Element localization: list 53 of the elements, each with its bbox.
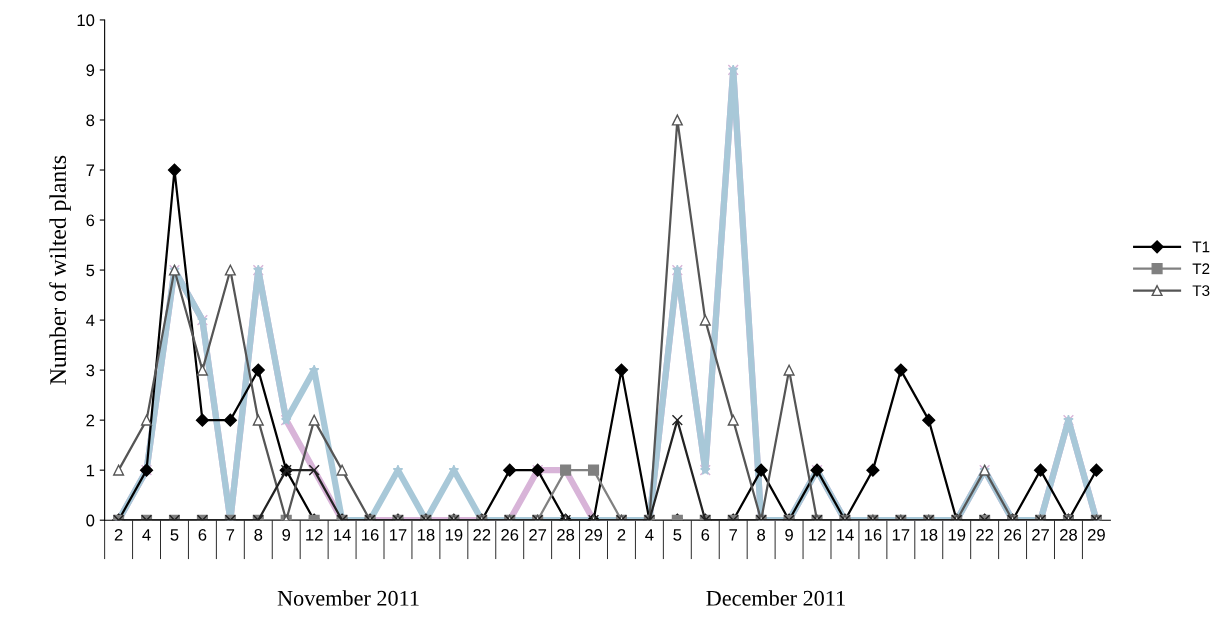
y-tick-label: 8: [86, 114, 95, 127]
x-tick-label: 4: [142, 529, 151, 541]
text: December 2011: [706, 590, 845, 606]
x-tick-label: 4: [645, 529, 654, 541]
x-tick-label: 6: [701, 528, 710, 541]
y-tick-label: 10: [77, 14, 95, 27]
x-tick-label: 8: [757, 528, 766, 541]
y-tick-label: 4: [86, 314, 95, 327]
x-tick-label: 7: [226, 529, 235, 541]
x-tick-label: 16: [362, 528, 379, 541]
x-tick-label: 17: [389, 529, 407, 541]
x-tick-label: 14: [334, 529, 351, 541]
x-tick-label: 22: [473, 528, 491, 541]
x-tick-label: 28: [557, 528, 575, 541]
x-tick-label: 12: [306, 528, 323, 541]
legend-label: T3: [1192, 285, 1210, 297]
x-tick-label: 29: [585, 528, 603, 541]
x-tick-label: 22: [976, 528, 994, 541]
x-tick-label: 2: [114, 528, 123, 541]
x-tick-label: 14: [836, 529, 854, 541]
y-tick-label: 6: [86, 214, 95, 227]
x-tick-label: 29: [1087, 528, 1105, 541]
x-tick-label: 5: [170, 529, 179, 541]
legend-label: T2: [1192, 263, 1210, 275]
x-tick-label: 28: [1060, 528, 1077, 541]
y-tick-label: 1: [86, 464, 95, 477]
x-tick-label: 18: [920, 528, 938, 541]
x-tick-label: 26: [501, 528, 519, 541]
y-tick-label: 5: [86, 264, 95, 277]
x-tick-label: 18: [417, 528, 435, 541]
x-tick-label: 27: [1032, 528, 1049, 541]
y-tick-label: 2: [86, 414, 95, 427]
x-tick-label: 9: [785, 528, 793, 541]
text: November 2011: [277, 590, 419, 606]
x-tick-label: 2: [617, 528, 626, 541]
y-tick-label: 7: [86, 164, 95, 177]
y-tick-label: 3: [86, 364, 95, 377]
y-tick-label: 0: [86, 514, 95, 527]
x-tick-label: 26: [1004, 528, 1022, 541]
x-tick-label: 5: [673, 529, 682, 541]
y-axis-title: Number of wilted plants: [49, 155, 71, 385]
y-tick-label: 9: [86, 64, 95, 77]
x-tick-label: 9: [282, 528, 291, 541]
x-tick-label: 6: [198, 528, 207, 541]
legend-label: T1: [1192, 241, 1210, 253]
x-tick-label: 12: [809, 528, 826, 541]
x-tick-label: 7: [729, 529, 738, 541]
x-tick-label: 16: [864, 528, 882, 541]
x-tick-label: 19: [948, 528, 966, 541]
x-tick-label: 8: [254, 528, 263, 541]
x-tick-label: 19: [445, 528, 463, 541]
x-tick-label: 27: [529, 528, 547, 541]
x-tick-label: 17: [892, 529, 910, 541]
